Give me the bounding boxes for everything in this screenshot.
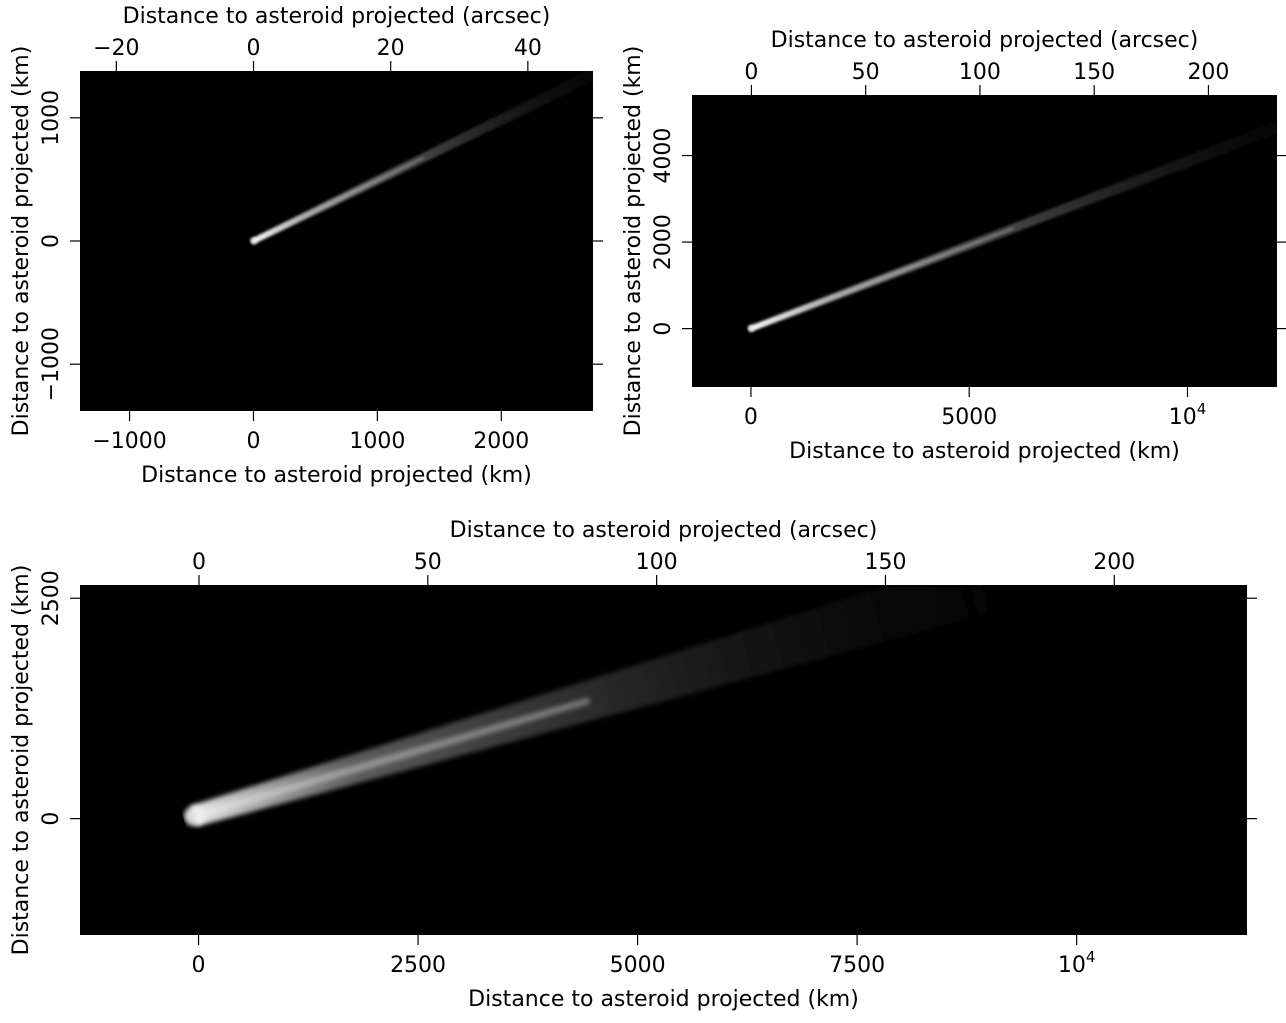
x-tick-label: 104 (1169, 400, 1207, 430)
x2-tick-label: 100 (636, 550, 678, 575)
dust-tail-streak (747, 121, 1277, 333)
x2-axis-title: Distance to asteroid projected (arcsec) (771, 28, 1199, 53)
x-tick-label: 2000 (473, 429, 529, 454)
y-axis-title: Distance to asteroid projected (km) (621, 46, 646, 437)
y-tick-label: 0 (651, 322, 676, 336)
x2-tick-label: 50 (414, 550, 442, 575)
x-tick-label: 5000 (941, 405, 997, 430)
y-tick-label: −1000 (39, 327, 64, 401)
y-tick-label: 4000 (651, 128, 676, 184)
x2-tick-label: 40 (514, 36, 542, 61)
x-tick-label: 104 (1058, 948, 1096, 978)
image-background (80, 71, 593, 411)
x2-tick-label: 20 (377, 36, 405, 61)
y-axis-title: Distance to asteroid projected (km) (9, 565, 34, 956)
x-tick-label: 0 (744, 405, 758, 430)
x-tick-label: 0 (192, 953, 206, 978)
asteroid-nucleus (747, 325, 755, 333)
x2-tick-label: 150 (864, 550, 906, 575)
x2-tick-label: 150 (1073, 60, 1115, 85)
y-tick-label: 2000 (651, 214, 676, 270)
asteroid-nucleus (184, 805, 205, 826)
chart-panel-top-left: −1000 0 1000 2000−20 0 20 40−100001000Distance… (9, 4, 603, 488)
x2-tick-label: 0 (744, 60, 758, 85)
image-background (80, 585, 1247, 935)
y-axis-title: Distance to asteroid projected (km) (9, 46, 34, 437)
x2-axis-title: Distance to asteroid projected (arcsec) (123, 4, 551, 29)
x2-axis-title: Distance to asteroid projected (arcsec) (450, 518, 878, 543)
x-tick-label: 2500 (390, 953, 446, 978)
asteroid-nucleus (249, 237, 257, 245)
y-tick-label: 2500 (39, 570, 64, 626)
x-tick-label: −1000 (92, 429, 166, 454)
y-tick-label: 0 (39, 234, 64, 248)
dust-tail-streak (184, 585, 993, 827)
dust-tail-streak (249, 71, 593, 245)
x2-tick-label: 0 (192, 550, 206, 575)
x-axis-title: Distance to asteroid projected (km) (789, 439, 1180, 464)
x2-tick-label: 200 (1187, 60, 1229, 85)
x-tick-label: 1000 (349, 429, 405, 454)
x-tick-label: 0 (246, 429, 260, 454)
y-tick-label: 0 (39, 812, 64, 826)
x-axis-title: Distance to asteroid projected (km) (141, 463, 532, 488)
x-tick-label: 7500 (829, 953, 885, 978)
y-tick-label: 1000 (39, 90, 64, 146)
x2-tick-label: 200 (1093, 550, 1135, 575)
x2-tick-label: 50 (852, 60, 880, 85)
x-axis-title: Distance to asteroid projected (km) (468, 987, 859, 1012)
x2-tick-label: 100 (959, 60, 1001, 85)
x2-tick-label: −20 (93, 36, 139, 61)
x-tick-label: 5000 (610, 953, 666, 978)
x2-tick-label: 0 (247, 36, 261, 61)
